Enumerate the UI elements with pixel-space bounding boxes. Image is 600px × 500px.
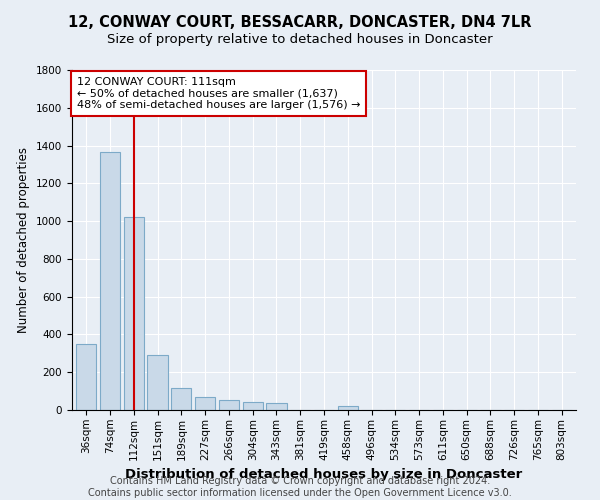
- Bar: [242, 402, 263, 410]
- Text: Contains HM Land Registry data © Crown copyright and database right 2024.
Contai: Contains HM Land Registry data © Crown c…: [88, 476, 512, 498]
- Bar: [266, 404, 287, 410]
- Bar: [195, 397, 215, 410]
- Bar: [100, 152, 120, 410]
- Bar: [124, 218, 144, 410]
- Bar: [148, 355, 167, 410]
- Y-axis label: Number of detached properties: Number of detached properties: [17, 147, 31, 333]
- Bar: [171, 388, 191, 410]
- Bar: [76, 344, 97, 410]
- Bar: [338, 406, 358, 410]
- Text: Size of property relative to detached houses in Doncaster: Size of property relative to detached ho…: [107, 32, 493, 46]
- Text: 12 CONWAY COURT: 111sqm
← 50% of detached houses are smaller (1,637)
48% of semi: 12 CONWAY COURT: 111sqm ← 50% of detache…: [77, 77, 361, 110]
- X-axis label: Distribution of detached houses by size in Doncaster: Distribution of detached houses by size …: [125, 468, 523, 481]
- Bar: [219, 400, 239, 410]
- Text: 12, CONWAY COURT, BESSACARR, DONCASTER, DN4 7LR: 12, CONWAY COURT, BESSACARR, DONCASTER, …: [68, 15, 532, 30]
